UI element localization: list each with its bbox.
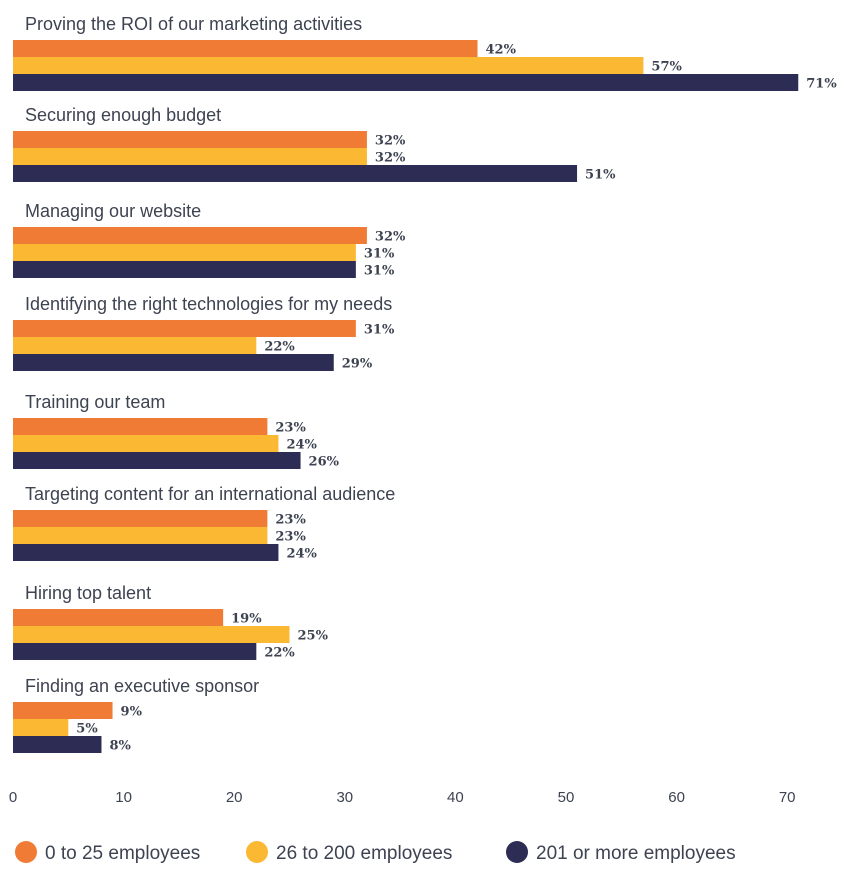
x-tick-label: 50: [558, 789, 575, 806]
data-label: 19%: [231, 612, 262, 627]
legend-marker: [506, 841, 528, 863]
bar: [13, 74, 799, 91]
x-tick-label: 10: [115, 789, 132, 806]
legend: 0 to 25 employees 26 to 200 employees 201 …: [15, 841, 736, 864]
bar: [13, 719, 69, 736]
data-label: 25%: [298, 629, 329, 644]
bar: [13, 261, 356, 278]
data-label: 29%: [342, 357, 373, 372]
category-label: Training our team: [25, 392, 165, 412]
x-tick-label: 0: [9, 789, 17, 806]
data-label: 5%: [76, 722, 98, 737]
data-label: 23%: [275, 421, 306, 436]
bar: [13, 609, 224, 626]
data-label: 26%: [309, 455, 340, 470]
bar: [13, 354, 334, 371]
category-label: Securing enough budget: [25, 105, 221, 125]
bar: [13, 626, 290, 643]
data-label: 22%: [264, 340, 295, 355]
legend-label: 0 to 25 employees: [45, 843, 200, 864]
x-tick-label: 60: [668, 789, 685, 806]
category-label: Targeting content for an international a…: [25, 484, 395, 504]
data-label: 57%: [651, 60, 682, 75]
bar: [13, 702, 113, 719]
data-label: 24%: [286, 547, 317, 562]
bar: [13, 510, 268, 527]
bar: [13, 57, 644, 74]
data-label: 31%: [364, 247, 395, 262]
legend-marker: [246, 841, 268, 863]
bar: [13, 418, 268, 435]
data-label: 32%: [375, 230, 406, 245]
data-label: 42%: [486, 43, 517, 58]
bar: [13, 736, 102, 753]
data-label: 23%: [275, 513, 306, 528]
x-axis: 0 10 20 30 40 50 60 70: [9, 789, 796, 806]
bar: [13, 227, 367, 244]
data-label: 71%: [806, 77, 837, 92]
bar: [13, 544, 279, 561]
bar: [13, 320, 356, 337]
data-label: 8%: [109, 739, 131, 754]
category-label: Finding an executive sponsor: [25, 676, 259, 696]
category-label: Identifying the right technologies for m…: [25, 294, 392, 314]
bar: [13, 148, 367, 165]
bar: [13, 643, 257, 660]
category-label: Hiring top talent: [25, 583, 151, 603]
bar: [13, 40, 478, 57]
bar: [13, 527, 268, 544]
data-label: 32%: [375, 134, 406, 149]
data-label: 32%: [375, 151, 406, 166]
data-label: 31%: [364, 323, 395, 338]
legend-label: 26 to 200 employees: [276, 843, 452, 864]
x-tick-label: 20: [226, 789, 243, 806]
bar: [13, 244, 356, 261]
legend-label: 201 or more employees: [536, 843, 736, 864]
data-label: 31%: [364, 264, 395, 279]
data-label: 51%: [585, 168, 616, 183]
labels-group: Proving the ROI of our marketing activit…: [25, 14, 837, 754]
bar: [13, 452, 301, 469]
x-tick-label: 70: [779, 789, 796, 806]
x-tick-label: 40: [447, 789, 464, 806]
data-label: 24%: [286, 438, 317, 453]
x-tick-label: 30: [336, 789, 353, 806]
bar: [13, 337, 257, 354]
data-label: 9%: [121, 705, 143, 720]
category-label: Managing our website: [25, 201, 201, 221]
bars-group: [13, 40, 799, 753]
data-label: 23%: [275, 530, 306, 545]
legend-marker: [15, 841, 37, 863]
category-label: Proving the ROI of our marketing activit…: [25, 14, 362, 34]
data-label: 22%: [264, 646, 295, 661]
bar: [13, 131, 367, 148]
bar: [13, 165, 578, 182]
bar: [13, 435, 279, 452]
